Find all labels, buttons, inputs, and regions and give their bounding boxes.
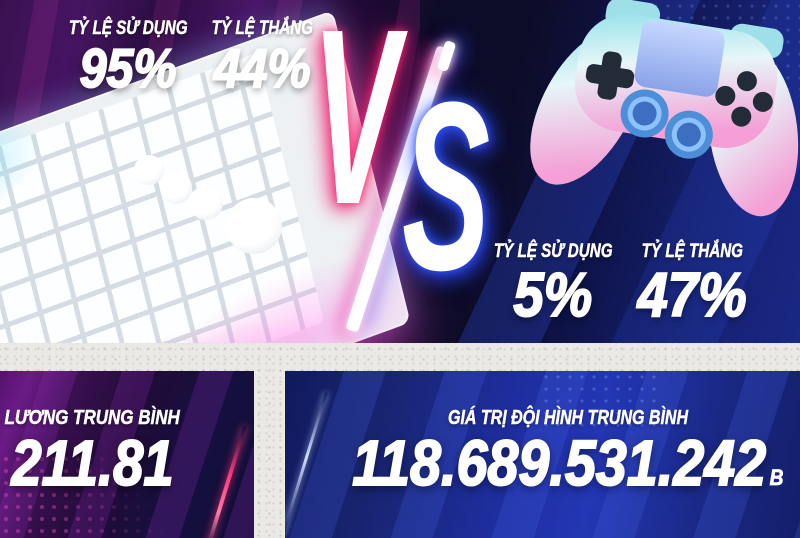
average-salary-value: 211.81 (10, 427, 174, 500)
win-rate-value: 47% (637, 261, 748, 330)
average-salary-label: LƯƠNG TRUNG BÌNH (4, 407, 181, 430)
right-analog-stick (664, 110, 713, 159)
win-rate-value: 44% (213, 37, 312, 99)
keyboard-knob-icon (189, 186, 223, 220)
usage-rate-value: 95% (79, 37, 178, 99)
average-squad-value: 118.689.531.242 (351, 427, 767, 500)
win-rate-label: TỶ LỆ THẮNG (641, 241, 744, 263)
top-section: V S TỶ LỆ SỬ DỤNG 95% TỶ LỆ THẮNG 44% TỶ… (0, 0, 800, 343)
gamepad-image (530, 0, 799, 217)
stripes-decor (285, 371, 800, 538)
left-analog-stick (620, 89, 669, 138)
keyboard-knob-icon (134, 155, 164, 185)
squad-value-unit: B (769, 465, 784, 491)
dot-pattern-decor (0, 453, 170, 538)
dot-pattern-decor (540, 371, 660, 427)
average-squad-value-label: GIÁ TRỊ ĐỘI HÌNH TRUNG BÌNH (447, 407, 688, 430)
vs-letter-s: S (402, 52, 491, 320)
keyboard-knob-icon (160, 172, 192, 204)
keyboard-win-stat: TỶ LỆ THẮNG 44% (192, 18, 332, 98)
salary-panel: LƯƠNG TRUNG BÌNH 211.81 (0, 371, 254, 538)
bottom-section: LƯƠNG TRUNG BÌNH 211.81 GIÁ TRỊ ĐỘI HÌNH… (0, 343, 800, 538)
keyboard-volume-knob-icon (226, 198, 282, 254)
stripes-decor (0, 371, 254, 538)
usage-rate-value: 5% (513, 261, 594, 330)
keyboard-usage-stat: TỶ LỆ SỬ DỤNG 95% (43, 18, 213, 98)
gamepad-usage-stat: TỶ LỆ SỬ DỤNG 5% (478, 241, 628, 330)
usage-rate-label: TỶ LỆ SỬ DỤNG (493, 241, 613, 263)
gamepad-win-stat: TỶ LỆ THẮNG 47% (620, 241, 765, 330)
squad-value-panel: GIÁ TRỊ ĐỘI HÌNH TRUNG BÌNH 118.689.531.… (285, 371, 800, 538)
